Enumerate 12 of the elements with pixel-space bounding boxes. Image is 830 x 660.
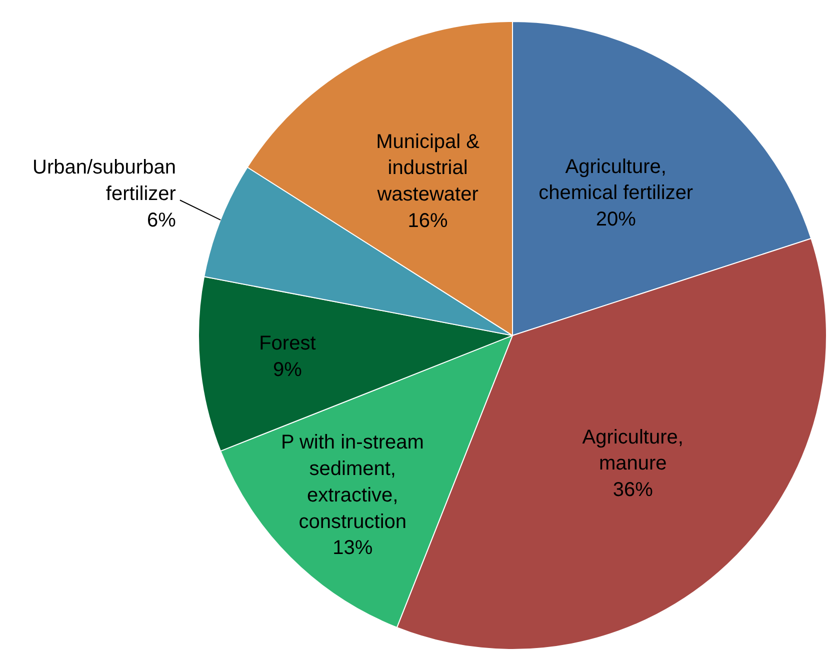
data-label: 13% bbox=[332, 537, 373, 560]
slice-label: Agriculture, chemical fertilizer bbox=[538, 156, 694, 204]
data-label: 16% bbox=[408, 210, 448, 232]
data-label: 9% bbox=[272, 358, 302, 381]
data-label: 6% bbox=[147, 210, 176, 232]
slice-label: P with in-stream sediment, extractive, construction bbox=[280, 432, 424, 533]
slice-label: Municipal & industrial wastewater bbox=[376, 130, 480, 206]
slice-label: Agriculture, manure bbox=[582, 426, 684, 475]
data-label: 36% bbox=[612, 479, 654, 502]
slice-label: Forest bbox=[259, 332, 316, 355]
slice-label: Urban/suburban fertilizer bbox=[32, 156, 176, 206]
data-label: 20% bbox=[596, 208, 636, 231]
